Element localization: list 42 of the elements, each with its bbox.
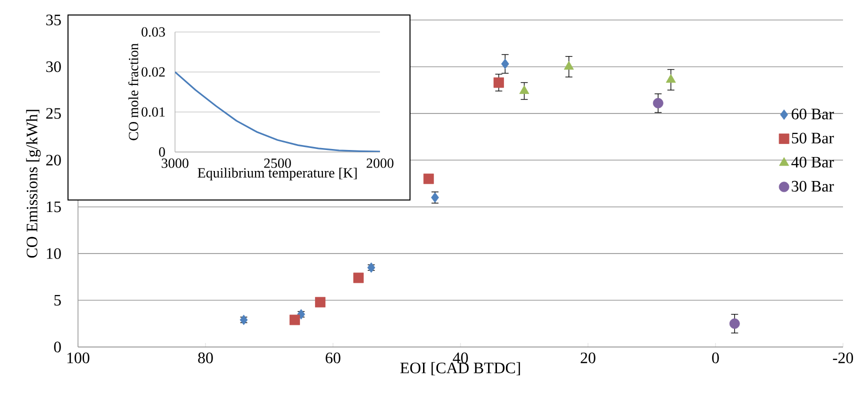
point [423, 174, 434, 184]
x-tick-label: 0 [712, 352, 719, 364]
point [666, 74, 676, 83]
legend-label: 40 Bar [791, 156, 834, 168]
x-tick-label: 20 [580, 352, 596, 364]
legend-label: 60 Bar [792, 108, 834, 120]
x-tick-label: -20 [832, 352, 854, 364]
y-tick-label: 5 [54, 294, 61, 306]
x-tick-label: 60 [326, 352, 340, 364]
y-axis-title: CO Emissions [g/kWh] [26, 110, 41, 258]
y-tick-label: 0.02 [142, 67, 165, 77]
point [564, 61, 574, 70]
point [353, 272, 364, 284]
x-tick-label: 100 [67, 352, 90, 364]
point [367, 262, 376, 273]
y-tick-label: 0 [54, 342, 61, 352]
x-tick-label: 3000 [162, 158, 188, 168]
point [494, 77, 504, 88]
x-tick-label: 80 [198, 352, 213, 364]
legend-label: 30 Bar [792, 180, 834, 192]
x-tick-label: 40 [452, 352, 468, 364]
x-axis-title: EOI [CAD BTDC] [400, 362, 520, 376]
point [652, 98, 664, 108]
point [290, 314, 300, 326]
y-tick-label: 25 [46, 108, 61, 119]
x-tick-label: 2500 [264, 158, 291, 168]
y-tick-label: 35 [46, 14, 61, 26]
y-tick-label: 0.03 [142, 27, 165, 37]
point [240, 314, 248, 326]
legend-label: 50 Bar [792, 132, 834, 144]
y-axis-title: CO mole fraction [128, 43, 138, 140]
x-tick-label: 2000 [366, 158, 394, 168]
y-tick-label: 30 [46, 61, 61, 72]
y-tick-label: 10 [46, 248, 61, 259]
y-tick-label: 0 [159, 147, 165, 157]
point [315, 296, 326, 308]
x-axis-title: Equilibrium temperature [K] [198, 168, 357, 180]
point [729, 318, 740, 329]
point [501, 58, 510, 70]
point [519, 85, 530, 94]
y-tick-label: 15 [46, 202, 61, 212]
y-tick-label: 0.01 [142, 107, 165, 117]
